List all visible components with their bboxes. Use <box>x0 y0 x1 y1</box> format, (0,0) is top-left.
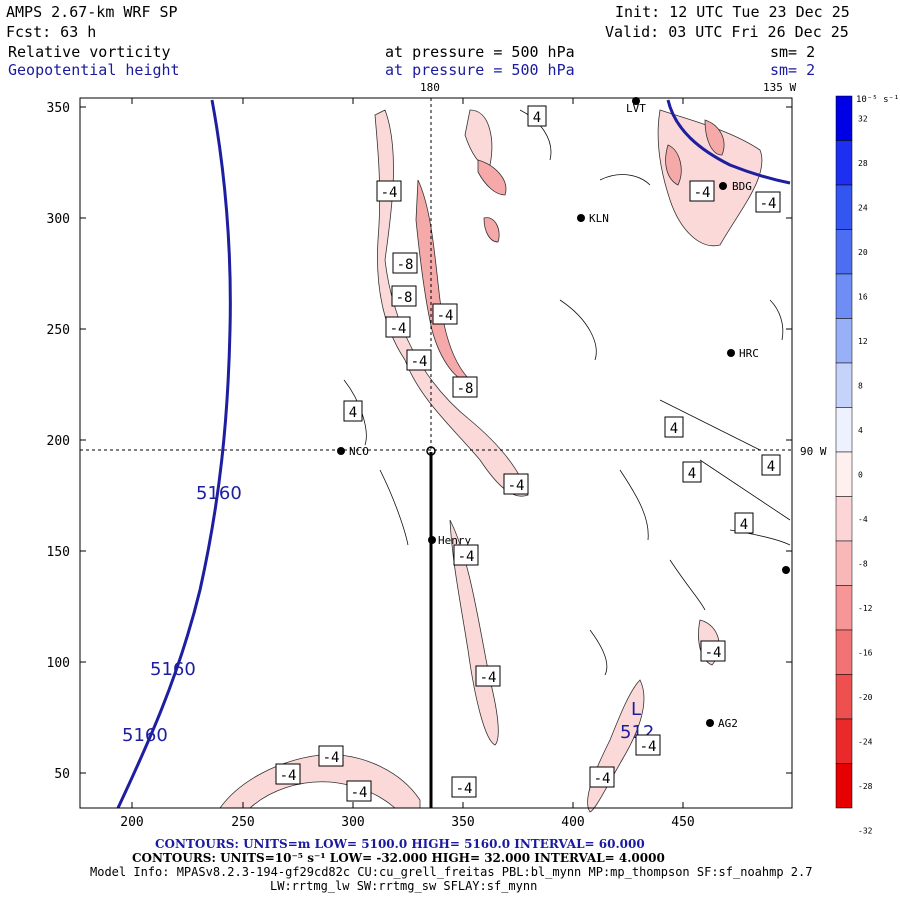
y-tick-label: 200 <box>47 434 70 449</box>
colorbar-tick-label: -8 <box>858 559 868 568</box>
colorbar-tick-label: 20 <box>858 248 868 257</box>
vorticity-contour-label: -4 <box>381 185 398 201</box>
vorticity-contour-label: -4 <box>437 308 454 324</box>
forecast-hour: Fcst: 63 h <box>6 23 97 41</box>
colorbar-tick-label: -24 <box>858 737 873 746</box>
field2-smooth: sm= 2 <box>770 61 816 79</box>
model-info-2: LW:rrtmg_lw SW:rrtmg_sw SFLAY:sf_mynn <box>270 879 538 893</box>
colorbar-tick-label: -12 <box>858 604 873 613</box>
colorbar-tick-label: 16 <box>858 292 868 301</box>
vorticity-contour-label: 4 <box>533 110 541 126</box>
colorbar-tick-label: 4 <box>858 426 863 435</box>
vorticity-contour-label: -4 <box>760 196 777 212</box>
vorticity-contour-label: -8 <box>397 257 414 273</box>
colorbar-tick-label: -20 <box>858 693 873 702</box>
vorticity-contours <box>343 109 791 676</box>
plot-frame <box>79 97 793 809</box>
x-tick-label: 200 <box>120 815 143 830</box>
y-tick-label: 150 <box>47 545 70 560</box>
low-symbol: L <box>631 699 641 720</box>
field2-level: at pressure = 500 hPa <box>385 61 575 79</box>
height-label: 5160 <box>150 659 196 680</box>
colorbar-tick-label: -16 <box>858 648 873 657</box>
axes: 200 250 300 350 400 450 350 300 250 200 150 100 50 <box>47 98 792 830</box>
y-tick-label: 300 <box>47 212 70 227</box>
height-contour-5160 <box>116 99 232 809</box>
vorticity-contour-label: -8 <box>396 290 413 306</box>
station-kln: KLN <box>589 212 609 225</box>
y-tick-label: 350 <box>47 101 70 116</box>
field2-name: Geopotential height <box>8 61 180 79</box>
model-title: AMPS 2.67-km WRF SP <box>6 3 178 21</box>
vorticity-contour-label: -4 <box>594 771 611 787</box>
vorticity-contour-label: 4 <box>688 466 696 482</box>
height-contour-ne <box>666 99 791 185</box>
vorticity-contour-label: 4 <box>740 517 748 533</box>
pole-marker <box>426 446 436 456</box>
x-tick-label: 400 <box>561 815 584 830</box>
vorticity-contour-label: -4 <box>456 781 473 797</box>
colorbar-tick-label: 0 <box>858 470 863 479</box>
colorbar-tick-label: -28 <box>858 782 873 791</box>
colorbar-tick-label: 28 <box>858 159 868 168</box>
vorticity-contour-label: -4 <box>458 549 475 565</box>
colorbar-tick-label: 24 <box>858 203 868 212</box>
colorbar-tick-label: 32 <box>858 114 868 123</box>
station-bdg: BDG <box>732 180 752 193</box>
vorticity-contour-label: -4 <box>508 478 525 494</box>
colorbar-tick-label: 8 <box>858 381 863 390</box>
vorticity-shading <box>219 109 763 813</box>
vorticity-contour-label: -4 <box>480 670 497 686</box>
vorticity-contour-label: -4 <box>411 354 428 370</box>
vorticity-contour-label: -4 <box>705 645 722 661</box>
colorbar-tick-label: -32 <box>858 826 873 835</box>
station-hrc: HRC <box>739 347 759 360</box>
x-tick-label: 450 <box>671 815 694 830</box>
height-label: 5160 <box>196 483 242 504</box>
station-nco: NCO <box>349 445 369 458</box>
vorticity-contour-label: -4 <box>351 785 368 801</box>
field1-name: Relative vorticity <box>8 43 171 61</box>
vorticity-contour-label: -4 <box>280 768 297 784</box>
station-lvt: LVT <box>626 102 646 115</box>
colorbar-tick-label: 12 <box>858 337 868 346</box>
vorticity-contour-label: -4 <box>640 739 657 755</box>
vorticity-labels: 4 4 4 4 4 4 -4 -4 -4 -4 -4 -4 -4 -4 -4 -4 -4 -4 -4 -4 -4 -4 -8… <box>275 105 781 802</box>
field1-smooth: sm= 2 <box>770 43 816 61</box>
field1-level: at pressure = 500 hPa <box>385 43 575 61</box>
lon-90w-label: 90 W <box>800 445 827 458</box>
x-tick-label: 250 <box>231 815 254 830</box>
vorticity-contour-label: 4 <box>349 405 357 421</box>
init-time: Init: 12 UTC Tue 23 Dec 25 <box>615 3 850 21</box>
vorticity-contour-label: 4 <box>670 421 678 437</box>
x-tick-label: 350 <box>451 815 474 830</box>
colorbar-unit: 10⁻⁵ s⁻¹ <box>856 95 899 105</box>
vorticity-contour-label: 4 <box>767 459 775 475</box>
height-label: 5160 <box>122 725 168 746</box>
model-info: Model Info: MPASv8.2.3-194-gf29cd82c CU:… <box>90 865 813 879</box>
stations <box>337 97 790 727</box>
valid-time: Valid: 03 UTC Fri 26 Dec 25 <box>605 23 849 41</box>
lon-180-label: 180 <box>420 81 440 94</box>
x-tick-label: 300 <box>341 815 364 830</box>
vorticity-contour-label: -4 <box>323 750 340 766</box>
colorbar-tick-label: -4 <box>858 515 868 524</box>
y-tick-label: 250 <box>47 323 70 338</box>
vorticity-contour-label: -4 <box>390 321 407 337</box>
vorticity-contour-label: -4 <box>694 185 711 201</box>
station-henry: Henry <box>438 534 471 547</box>
y-tick-label: 100 <box>47 656 70 671</box>
contour-info-vorticity: CONTOURS: UNITS=10⁻⁵ s⁻¹ LOW= -32.000 HI… <box>132 851 665 865</box>
lon-135w-label: 135 W <box>763 81 796 94</box>
y-tick-label: 50 <box>54 767 70 782</box>
station-ag2: AG2 <box>718 717 738 730</box>
contour-info-height: CONTOURS: UNITS=m LOW= 5100.0 HIGH= 5160… <box>155 837 645 851</box>
colorbar: 32 28 24 20 16 12 8 4 0 -4 -8 -12 -16 -20 -24 -28 -32 <box>835 95 873 835</box>
vorticity-contour-label: -8 <box>457 381 474 397</box>
